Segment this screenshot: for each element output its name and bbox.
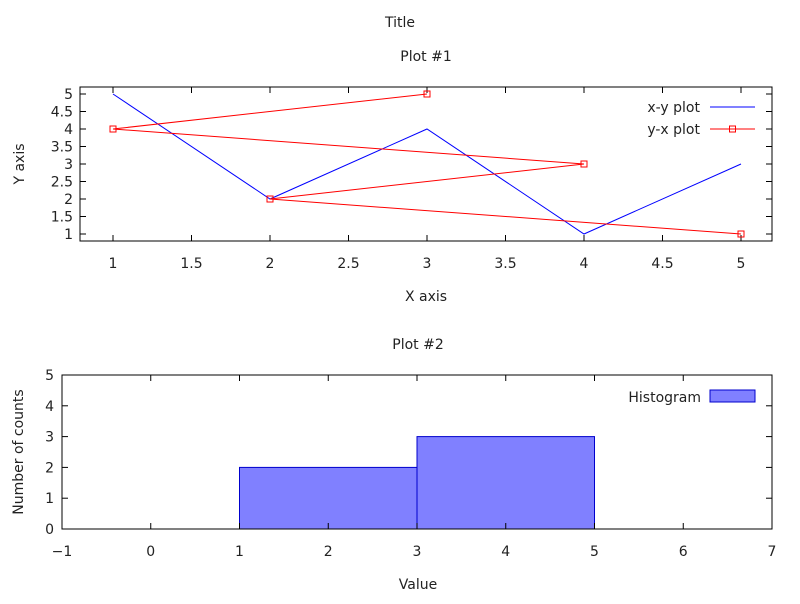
y-tick-label: 2 — [64, 192, 73, 208]
x-tick-label: 4 — [580, 256, 589, 272]
x-tick-label: 2.5 — [337, 256, 359, 272]
y-tick-label: 3.5 — [51, 140, 73, 156]
legend-label: y-x plot — [647, 122, 700, 138]
x-tick-label: 1 — [235, 544, 244, 560]
legend-label: Histogram — [628, 390, 701, 406]
data-point — [109, 125, 117, 133]
legend-marker — [729, 125, 736, 133]
y-tick-label: 3 — [45, 430, 54, 446]
data-point — [580, 160, 588, 168]
x-tick-label: 4.5 — [651, 256, 673, 272]
y-tick-label: 4.5 — [51, 105, 73, 121]
x-tick-label: 5 — [590, 544, 599, 560]
plot1-title: Plot #1 — [400, 49, 451, 65]
y-tick-label: 4 — [45, 399, 54, 415]
data-point — [737, 230, 745, 238]
x-tick-label: 1 — [109, 256, 118, 272]
figure-title: Title — [384, 15, 415, 31]
plot1-xlabel: X axis — [405, 289, 447, 305]
x-tick-label: 3 — [413, 544, 422, 560]
histogram-bar — [416, 436, 595, 530]
y-tick-label: 1.5 — [51, 210, 73, 226]
histogram-bar — [239, 466, 418, 530]
y-tick-label: 1 — [45, 491, 54, 507]
y-tick-label: 2.5 — [51, 175, 73, 191]
x-tick-label: 1.5 — [180, 256, 202, 272]
x-tick-label: −1 — [52, 544, 73, 560]
y-tick-label: 2 — [45, 460, 54, 476]
x-tick-label: 4 — [501, 544, 510, 560]
y-tick-label: 5 — [64, 87, 73, 103]
x-tick-label: 5 — [737, 256, 746, 272]
series-line-2 — [112, 93, 742, 235]
y-tick-label: 1 — [64, 227, 73, 243]
plot2-ylabel: Number of counts — [11, 389, 27, 514]
x-tick-label: 7 — [768, 544, 777, 560]
x-tick-label: 6 — [679, 544, 688, 560]
plot1-ylabel: Y axis — [12, 143, 28, 185]
data-point — [266, 195, 274, 203]
x-tick-label: 0 — [146, 544, 155, 560]
y-tick-label: 0 — [45, 522, 54, 538]
x-tick-label: 3 — [423, 256, 432, 272]
plot2-title: Plot #2 — [392, 337, 443, 353]
series-line-1 — [112, 93, 742, 235]
x-tick-label: 2 — [266, 256, 275, 272]
y-tick-label: 5 — [45, 368, 54, 384]
plot2: −1 0 1 2 3 4 5 6 7 0 1 2 3 4 5 Histogram — [45, 368, 776, 560]
y-tick-label: 4 — [64, 122, 73, 138]
legend-swatch — [709, 389, 756, 403]
plot2-xlabel: Value — [399, 577, 437, 593]
x-tick-label: 3.5 — [494, 256, 516, 272]
plot1: 1 1.5 2 2.5 3 3.5 4 4.5 511.522.533.544.55x-y pl… — [51, 86, 773, 272]
legend-label: x-y plot — [647, 100, 700, 116]
data-point — [423, 90, 431, 98]
y-tick-label: 3 — [64, 157, 73, 173]
x-tick-label: 2 — [324, 544, 333, 560]
